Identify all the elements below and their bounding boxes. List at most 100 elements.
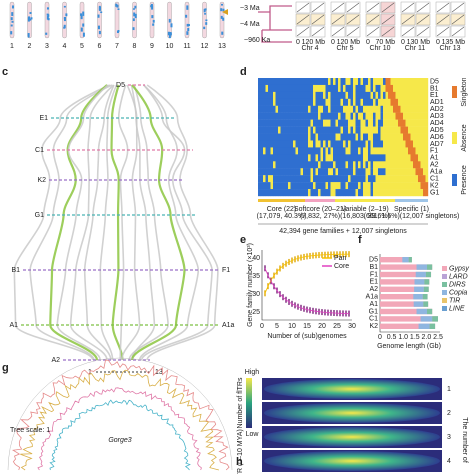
marker	[80, 15, 83, 20]
heat-cell	[338, 126, 341, 134]
heat-cell	[350, 189, 354, 197]
heat-cell	[335, 91, 339, 100]
label: E1	[430, 92, 439, 99]
heat-cell	[303, 168, 306, 176]
heat-cell	[285, 161, 289, 169]
heat-cell	[275, 140, 279, 148]
heat-cell	[275, 175, 279, 183]
heat-cell	[415, 161, 419, 169]
label: 70 Mb	[376, 39, 396, 46]
heat-cell	[370, 98, 374, 106]
label: 0	[401, 39, 405, 46]
heat-cell	[370, 147, 374, 155]
heat-cell	[378, 147, 381, 155]
heat-cell	[418, 78, 421, 86]
heat-cell	[308, 168, 311, 176]
heat-cell	[363, 84, 366, 93]
heat-cell	[345, 84, 349, 93]
heat-cell	[265, 161, 269, 169]
heat-cell	[270, 91, 274, 100]
heat-cell	[298, 189, 301, 197]
heat-cell	[275, 84, 279, 93]
heat-cell	[260, 78, 264, 86]
heat-cell	[363, 126, 366, 134]
heat-cell	[308, 147, 311, 155]
heat-cell	[405, 154, 409, 162]
heat-cell	[380, 154, 384, 162]
heat-cell	[318, 140, 321, 148]
heat-cell	[395, 112, 399, 120]
heat-cell	[310, 98, 314, 106]
heat-cell	[303, 119, 306, 127]
heat-cell	[288, 91, 291, 100]
heat-cell	[305, 182, 309, 190]
heat-cell	[388, 140, 391, 148]
heat-cell	[308, 98, 311, 106]
heat-cell	[328, 140, 331, 148]
heat-cell	[313, 78, 316, 86]
dotplot-line	[451, 2, 465, 13]
heat-cell	[388, 133, 391, 141]
heat-cell	[348, 105, 351, 113]
heat-cell	[420, 84, 424, 93]
label: Pan	[334, 255, 347, 262]
heat-cell	[425, 126, 429, 134]
heat-cell	[368, 161, 371, 169]
heat-cell	[270, 98, 274, 106]
heat-cell	[355, 161, 359, 169]
heat-cell	[388, 105, 391, 113]
colorbar	[246, 378, 252, 428]
label: A2	[51, 357, 60, 364]
heat-cell	[385, 112, 389, 120]
heat-cell	[398, 175, 401, 183]
heat-cell	[398, 154, 401, 162]
heat-cell	[263, 147, 266, 155]
heat-cell	[358, 140, 361, 148]
label: Chr 11	[405, 45, 426, 52]
marker-arrow	[222, 9, 228, 15]
marker	[46, 7, 49, 10]
heat-cell	[280, 112, 284, 120]
heat-cell	[293, 189, 296, 197]
heat-cell	[318, 98, 321, 106]
heat-cell	[395, 154, 399, 162]
heat-cell	[313, 98, 316, 106]
heat-cell	[313, 154, 316, 162]
heat-cell	[330, 91, 334, 100]
heat-cell	[398, 133, 401, 141]
heat-cell	[323, 119, 326, 127]
heat-cell	[290, 161, 294, 169]
heat-cell	[355, 119, 359, 127]
heat-cell	[338, 78, 341, 86]
heat-cell	[265, 112, 269, 120]
marker	[98, 7, 101, 11]
heat-cell	[315, 168, 319, 176]
label: (16,803, 39.6%)	[340, 213, 390, 220]
dotplot-line	[416, 2, 430, 13]
heat-cell	[363, 112, 366, 120]
heat-cell	[403, 182, 406, 190]
heat-cell	[343, 154, 346, 162]
heat-cell	[313, 126, 316, 134]
heat-cell	[305, 154, 309, 162]
heat-cell	[260, 126, 264, 134]
heat-cell	[328, 105, 331, 113]
heat-cell	[423, 84, 426, 93]
heat-cell	[368, 140, 371, 148]
heat-cell	[423, 105, 426, 113]
heat-cell	[325, 168, 329, 176]
heat-cell	[305, 91, 309, 100]
synteny-flow	[83, 84, 115, 361]
heat-cell	[318, 154, 321, 162]
heat-cell	[288, 119, 291, 127]
heat-cell	[410, 182, 414, 190]
heat-cell	[275, 91, 279, 100]
heat-cell	[403, 84, 406, 93]
heat-cell	[400, 175, 404, 183]
heat-cell	[275, 112, 279, 120]
heat-cell	[413, 119, 416, 127]
heat-cell	[380, 161, 384, 169]
legend-swatch	[442, 306, 447, 311]
heat-cell	[320, 168, 324, 176]
heat-cell	[280, 98, 284, 106]
